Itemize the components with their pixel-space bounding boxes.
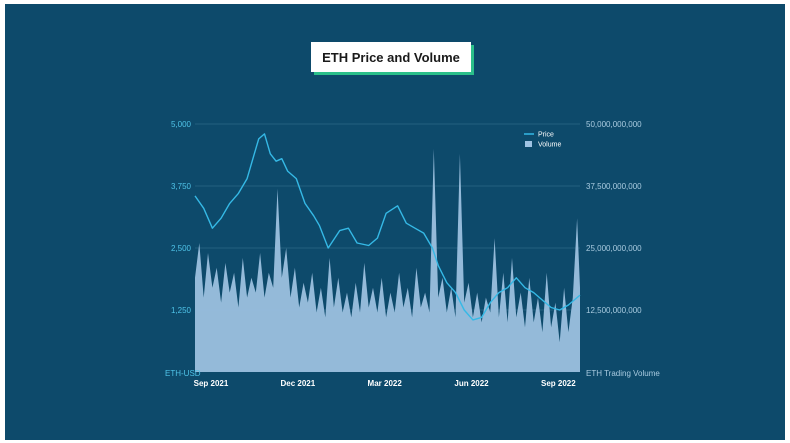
- x-tick-label-4: Sep 2022: [541, 379, 576, 388]
- left-tick-label-3: 1,250: [171, 306, 192, 315]
- legend-price-label: Price: [538, 132, 554, 139]
- right-tick-label-0: 50,000,000,000: [586, 120, 642, 129]
- left-axis-label: ETH-USD: [165, 369, 201, 378]
- right-axis-ticks: 50,000,000,000 37,500,000,000 25,000,000,0…: [586, 120, 642, 315]
- left-tick-label-0: 5,000: [171, 120, 192, 129]
- chart-title: ETH Price and Volume: [311, 42, 471, 72]
- right-tick-label-3: 12,500,000,000: [586, 306, 642, 315]
- legend-volume-swatch: [525, 141, 532, 147]
- x-tick-label-1: Dec 2021: [280, 379, 315, 388]
- right-tick-label-2: 25,000,000,000: [586, 244, 642, 253]
- x-tick-label-2: Mar 2022: [368, 379, 403, 388]
- price-volume-chart: 5,000 3,750 2,500 1,250 50,000,000,000 37,50…: [165, 120, 660, 388]
- price-series: [194, 133, 581, 321]
- right-tick-label-1: 37,500,000,000: [586, 182, 642, 191]
- left-axis-ticks: 5,000 3,750 2,500 1,250: [171, 120, 192, 315]
- right-axis-label: ETH Trading Volume: [586, 369, 660, 378]
- legend-volume-label: Volume: [538, 142, 561, 149]
- x-tick-label-3: Jun 2022: [454, 379, 489, 388]
- x-tick-label-0: Sep 2021: [194, 379, 229, 388]
- x-axis-ticks: Sep 2021 Dec 2021 Mar 2022 Jun 2022 Sep 2022: [194, 379, 577, 388]
- left-tick-label-2: 2,500: [171, 244, 192, 253]
- left-tick-label-1: 3,750: [171, 182, 192, 191]
- price-line: [194, 133, 581, 321]
- chart-panel: ETH Price and Volume 5,000 3,750 2,500 1,25…: [5, 4, 785, 440]
- volume-area: [195, 148, 580, 372]
- volume-series: [195, 148, 580, 372]
- grid-lines: [195, 123, 580, 311]
- legend: Price Volume: [524, 132, 561, 149]
